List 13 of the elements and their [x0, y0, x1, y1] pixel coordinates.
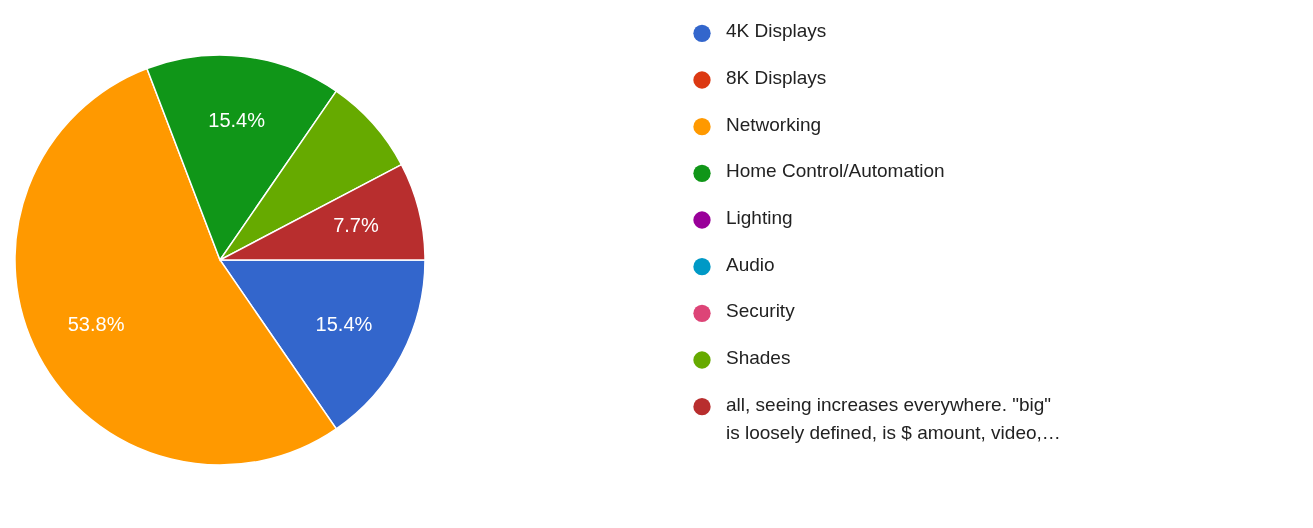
legend-label: Home Control/Automation [726, 160, 945, 182]
data-label: 15.4% [315, 313, 373, 336]
data-label: 53.8% [67, 313, 125, 336]
legend-label: Lighting [726, 207, 793, 228]
data-label: 7.7% [333, 214, 379, 237]
legend-label: Shades [726, 347, 791, 368]
legend-label: Audio [726, 253, 775, 275]
legend-label: 4K Displays [726, 20, 827, 42]
legend-label: 8K Displays [726, 67, 827, 88]
data-label: 15.4% [208, 109, 266, 131]
legend-label: Security [726, 300, 796, 322]
legend-label: Networking [726, 113, 822, 135]
legend-label: all, seeing increases everywhere. "big" is loosely defined, is $ amount, video,… [726, 393, 1061, 443]
